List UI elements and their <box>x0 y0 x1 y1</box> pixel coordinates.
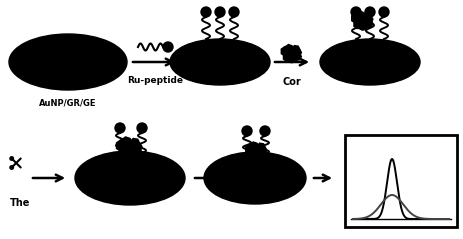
Polygon shape <box>353 20 362 29</box>
Polygon shape <box>292 46 299 54</box>
Polygon shape <box>351 13 360 23</box>
Polygon shape <box>245 144 255 154</box>
Polygon shape <box>288 55 295 63</box>
Polygon shape <box>357 14 368 24</box>
Circle shape <box>350 7 360 17</box>
Polygon shape <box>355 11 365 20</box>
Circle shape <box>214 7 225 17</box>
Polygon shape <box>365 16 372 24</box>
Polygon shape <box>250 142 259 151</box>
Ellipse shape <box>75 151 185 205</box>
Polygon shape <box>247 151 257 160</box>
Circle shape <box>200 7 211 17</box>
Polygon shape <box>251 145 262 155</box>
Text: The: The <box>10 198 30 208</box>
Circle shape <box>115 123 125 133</box>
Circle shape <box>259 126 269 136</box>
Polygon shape <box>257 143 265 152</box>
Polygon shape <box>252 153 261 161</box>
Text: Ru-peptide: Ru-peptide <box>127 76 182 85</box>
Polygon shape <box>358 22 366 30</box>
Circle shape <box>242 126 251 136</box>
Polygon shape <box>294 49 301 57</box>
Polygon shape <box>124 140 136 152</box>
Text: Cor: Cor <box>282 77 301 87</box>
Ellipse shape <box>9 34 127 90</box>
Polygon shape <box>363 12 370 21</box>
Circle shape <box>163 42 173 52</box>
Polygon shape <box>287 47 296 56</box>
Circle shape <box>137 123 147 133</box>
Bar <box>344 135 456 227</box>
Polygon shape <box>283 53 291 61</box>
Ellipse shape <box>204 152 305 204</box>
Text: AuNP/GR/GE: AuNP/GR/GE <box>39 98 97 107</box>
Polygon shape <box>116 140 127 152</box>
Polygon shape <box>119 148 129 158</box>
Polygon shape <box>130 138 139 148</box>
Polygon shape <box>281 47 289 56</box>
Circle shape <box>378 7 388 17</box>
Polygon shape <box>363 20 372 28</box>
Ellipse shape <box>319 39 419 85</box>
Polygon shape <box>258 151 266 159</box>
Polygon shape <box>259 147 266 155</box>
Polygon shape <box>131 147 142 157</box>
Polygon shape <box>121 137 132 148</box>
Polygon shape <box>125 150 135 160</box>
Circle shape <box>229 7 238 17</box>
Polygon shape <box>133 142 142 152</box>
Polygon shape <box>285 44 294 54</box>
Ellipse shape <box>169 39 269 85</box>
Circle shape <box>364 7 374 17</box>
Polygon shape <box>293 53 301 60</box>
